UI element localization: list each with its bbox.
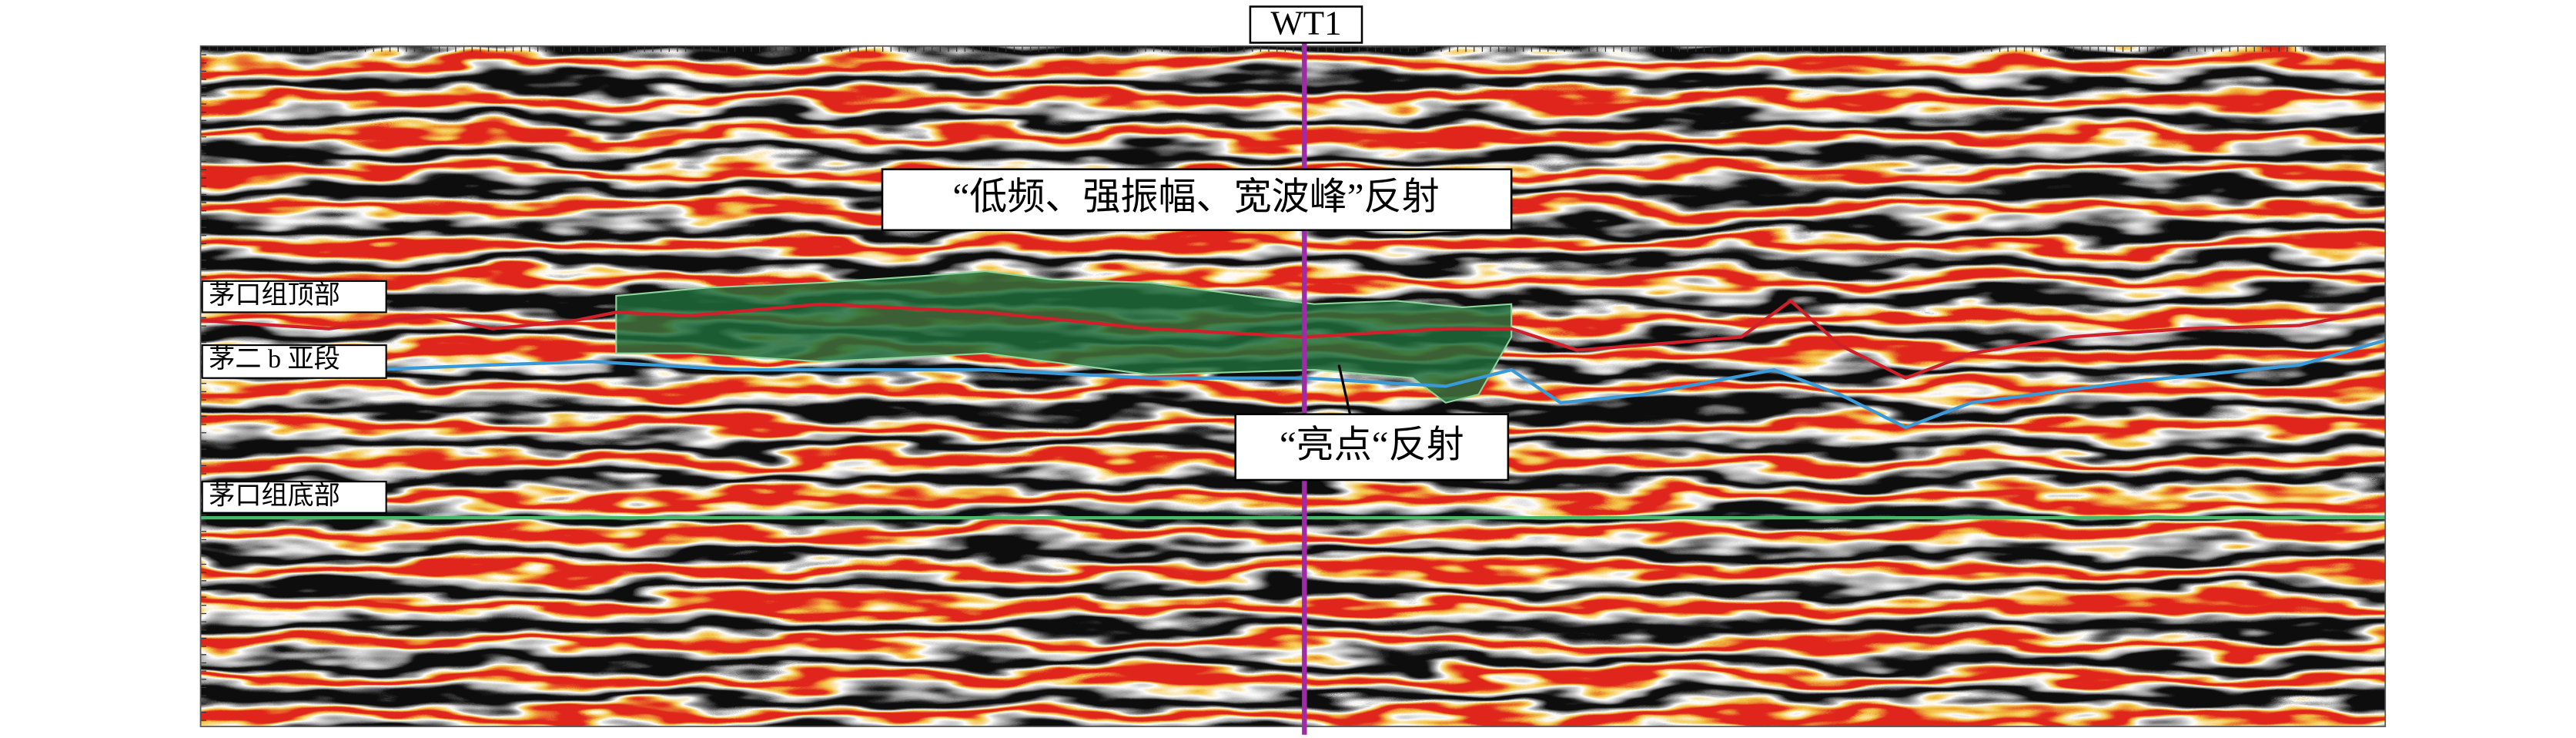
- horizon-label-box: [201, 481, 387, 514]
- horizon-sub: [200, 338, 2386, 430]
- horizon-top: [200, 298, 2386, 381]
- annotation-box: [881, 168, 1513, 231]
- seismic-section: [200, 45, 2386, 727]
- annotation-label: “低频、强振幅、宽波峰”反射: [952, 176, 1439, 218]
- horizon-label: 茅口组顶部: [209, 280, 340, 310]
- horizon-label: 茅口组底部: [209, 481, 340, 510]
- annotation-label: “亮点“反射: [1280, 424, 1464, 466]
- annotation-box: [1234, 413, 1510, 481]
- well-label-box: [1249, 5, 1363, 44]
- section-frame: [199, 45, 2387, 727]
- horizon-label: 茅二 b 亚段: [209, 344, 340, 374]
- horizon-label-box: [201, 344, 387, 379]
- well-label: WT1: [1270, 3, 1341, 42]
- horizon-label-box: [201, 280, 387, 314]
- leader-line: [1337, 364, 1352, 417]
